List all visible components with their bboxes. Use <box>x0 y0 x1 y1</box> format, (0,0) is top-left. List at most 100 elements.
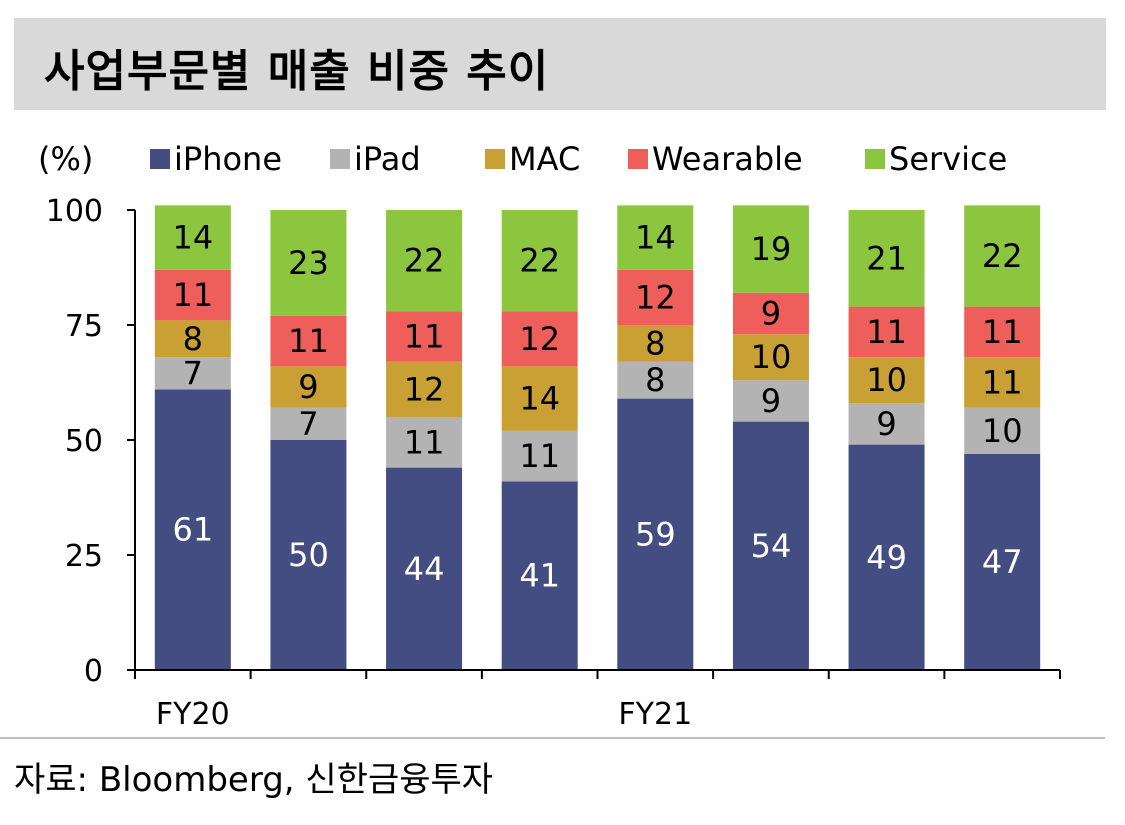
data-label-iphone-4: 41 <box>519 557 560 595</box>
bar-ipad-1 <box>154 357 231 390</box>
source-divider <box>0 737 1105 739</box>
bar-ipad-3 <box>386 417 463 468</box>
bar-service-3 <box>386 210 463 312</box>
bar-service-1 <box>154 205 231 270</box>
x-label-fy21: FY21 <box>618 697 692 732</box>
data-label-iphone-6: 54 <box>751 527 792 565</box>
data-label-mac-1: 8 <box>183 320 203 358</box>
y-unit-label: (%) <box>38 140 93 178</box>
bar-wearable-2 <box>270 315 347 367</box>
data-label-service-6: 19 <box>751 230 792 268</box>
title-bar: 사업부문별 매출 비중 추이 <box>14 18 1106 110</box>
bar-mac-5 <box>617 325 694 362</box>
y-tick-label-75: 75 <box>65 309 103 344</box>
bar-iphone-4 <box>501 481 578 670</box>
data-label-wearable-8: 11 <box>982 313 1023 351</box>
data-label-ipad-7: 9 <box>876 405 896 443</box>
data-label-wearable-4: 12 <box>519 320 560 358</box>
data-label-mac-2: 9 <box>298 368 318 406</box>
data-label-ipad-6: 9 <box>761 382 781 420</box>
data-label-service-8: 22 <box>982 237 1023 275</box>
bar-mac-2 <box>270 366 347 408</box>
bar-wearable-6 <box>732 292 809 335</box>
legend-label-mac: MAC <box>509 140 580 178</box>
data-label-iphone-5: 59 <box>635 515 676 553</box>
bar-iphone-8 <box>964 453 1041 670</box>
data-label-ipad-5: 8 <box>645 361 665 399</box>
bar-wearable-8 <box>964 306 1041 358</box>
bar-ipad-5 <box>617 361 694 399</box>
bar-mac-4 <box>501 366 578 431</box>
bar-ipad-8 <box>964 407 1041 454</box>
data-label-mac-6: 10 <box>751 338 792 376</box>
data-label-service-5: 14 <box>635 219 676 257</box>
data-label-service-4: 22 <box>519 242 560 280</box>
legend-swatch-wearable <box>628 149 648 169</box>
data-label-wearable-1: 11 <box>172 276 213 314</box>
bar-service-6 <box>732 205 809 293</box>
legend-label-service: Service <box>889 140 1007 178</box>
bar-wearable-4 <box>501 311 578 367</box>
data-label-wearable-3: 11 <box>404 318 445 356</box>
bar-mac-8 <box>964 357 1041 408</box>
bar-mac-1 <box>154 320 231 358</box>
bar-service-8 <box>964 205 1041 307</box>
bar-mac-3 <box>386 361 463 417</box>
bar-mac-7 <box>848 357 925 404</box>
data-label-mac-7: 10 <box>866 361 907 399</box>
legend-label-wearable: Wearable <box>652 140 803 178</box>
data-label-mac-3: 12 <box>404 370 445 408</box>
legend-swatch-iphone <box>150 149 170 169</box>
data-label-mac-8: 11 <box>982 364 1023 402</box>
bar-iphone-2 <box>270 440 347 670</box>
bar-service-4 <box>501 210 578 312</box>
bar-ipad-7 <box>848 403 925 445</box>
bar-service-2 <box>270 210 347 316</box>
bar-iphone-1 <box>154 389 231 670</box>
data-label-service-1: 14 <box>172 219 213 257</box>
data-label-iphone-3: 44 <box>404 550 445 588</box>
data-label-iphone-8: 47 <box>982 543 1023 581</box>
data-label-service-7: 21 <box>866 239 907 277</box>
data-label-iphone-7: 49 <box>866 538 907 576</box>
data-label-mac-5: 8 <box>645 324 665 362</box>
data-label-ipad-8: 10 <box>982 412 1023 450</box>
bar-ipad-6 <box>732 380 809 422</box>
bar-iphone-5 <box>617 398 694 670</box>
source-note: 자료: Bloomberg, 신한금융투자 <box>14 760 494 800</box>
bar-wearable-3 <box>386 311 463 362</box>
bar-wearable-7 <box>848 306 925 358</box>
data-label-wearable-6: 9 <box>761 295 781 333</box>
data-label-service-2: 23 <box>288 244 329 282</box>
bar-service-5 <box>617 205 694 270</box>
bar-wearable-1 <box>154 269 231 321</box>
data-label-iphone-1: 61 <box>172 511 213 549</box>
data-label-wearable-7: 11 <box>866 313 907 351</box>
data-label-ipad-3: 11 <box>404 423 445 461</box>
data-label-wearable-5: 12 <box>635 278 676 316</box>
data-label-wearable-2: 11 <box>288 322 329 360</box>
legend-swatch-ipad <box>330 149 350 169</box>
bar-mac-6 <box>732 334 809 381</box>
bar-ipad-4 <box>501 430 578 482</box>
bar-iphone-7 <box>848 444 925 670</box>
bar-wearable-5 <box>617 269 694 325</box>
bar-service-7 <box>848 210 925 307</box>
y-tick-label-100: 100 <box>46 194 103 229</box>
legend-label-ipad: iPad <box>354 140 421 178</box>
data-label-ipad-4: 11 <box>519 437 560 475</box>
data-label-iphone-2: 50 <box>288 536 329 574</box>
data-label-ipad-2: 7 <box>298 405 318 443</box>
y-tick-label-25: 25 <box>65 539 103 574</box>
data-label-ipad-1: 7 <box>183 354 203 392</box>
legend-swatch-mac <box>485 149 505 169</box>
y-tick-label-50: 50 <box>65 424 103 459</box>
chart-title: 사업부문별 매출 비중 추이 <box>44 46 550 97</box>
bar-ipad-2 <box>270 407 347 440</box>
bar-iphone-6 <box>732 421 809 670</box>
data-label-service-3: 22 <box>404 242 445 280</box>
legend-label-iphone: iPhone <box>174 140 282 178</box>
y-tick-label-0: 0 <box>84 654 103 689</box>
x-label-fy20: FY20 <box>156 697 230 732</box>
